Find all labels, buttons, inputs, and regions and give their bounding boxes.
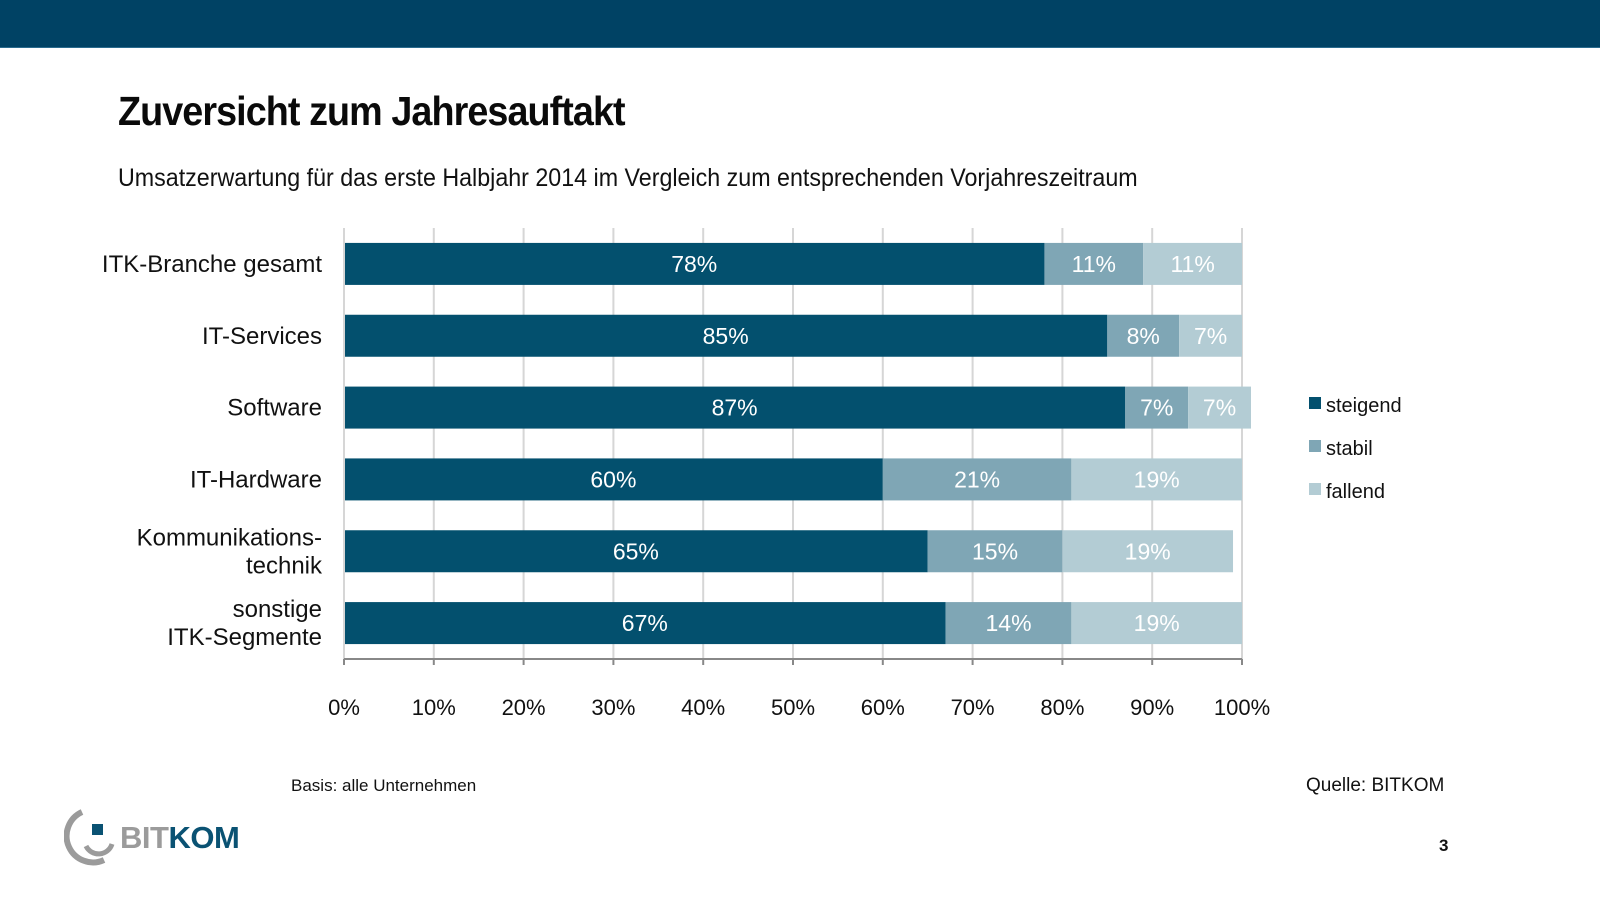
x-tick-label: 60% (861, 695, 905, 720)
bar-segment-stabil (927, 530, 1063, 573)
x-tick-label: 100% (1214, 695, 1270, 720)
data-label: 19% (1134, 466, 1180, 492)
legend-swatch-fallend (1309, 483, 1321, 495)
data-label: 60% (590, 466, 636, 492)
category-label: ITK-Segmente (167, 624, 322, 651)
bar-segment-stabil (882, 458, 1072, 501)
legend-swatch-stabil (1309, 440, 1321, 452)
legend-label-fallend: fallend (1326, 481, 1385, 503)
bar-segment-steigend (344, 530, 928, 573)
bar-segment-stabil (1044, 242, 1144, 285)
bar-segment-stabil (1107, 314, 1180, 357)
x-tick-label: 20% (502, 695, 546, 720)
category-label: Software (227, 395, 322, 422)
bar-segment-fallend (1062, 530, 1234, 573)
bar-segment-fallend (1071, 458, 1242, 501)
category-label: ITK-Branche gesamt (102, 251, 322, 278)
logo-text-bit: BIT (120, 820, 169, 855)
bitkom-logo: BITKOM (64, 806, 254, 866)
data-label: 7% (1203, 395, 1236, 421)
basis-note: Basis: alle Unternehmen (291, 776, 477, 795)
category-label: IT-Hardware (190, 466, 322, 493)
category-label: IT-Services (202, 323, 322, 350)
gridlines (343, 228, 1243, 659)
bar-segment-fallend (1188, 386, 1251, 429)
x-axis: 0% 10% 20% 30% 40% 50% 60% 70% 80% 90% 100% (328, 228, 1270, 720)
legend-label-steigend: steigend (1326, 395, 1402, 417)
category-label: technik (246, 552, 323, 579)
data-label: 11% (1072, 251, 1116, 277)
data-label: 78% (671, 251, 717, 277)
page-title: Zuversicht zum Jahresauftakt (118, 88, 626, 134)
data-label: 7% (1140, 395, 1173, 421)
data-label: 15% (972, 538, 1018, 564)
bitkom-logo-icon (64, 809, 115, 866)
data-label: 67% (622, 610, 668, 636)
bar-segment-steigend (344, 386, 1126, 429)
category-label: Kommunikations- (137, 524, 322, 551)
data-label: 11% (1170, 251, 1214, 277)
bars: 78% 11% 11% 85% 8% 7% 87% 7% 7% 60% 21% 19% 65% 15% 19… (344, 242, 1251, 645)
bar-segment-fallend (1179, 314, 1242, 357)
data-label: 85% (703, 323, 749, 349)
bar-segment-fallend (1143, 242, 1242, 285)
source-note: Quelle: BITKOM (1306, 775, 1445, 796)
data-label: 19% (1134, 610, 1180, 636)
x-tick-label: 50% (771, 695, 815, 720)
x-tick-label: 90% (1130, 695, 1174, 720)
chart-subtitle: Umsatzerwartung für das erste Halbjahr 2… (118, 164, 1138, 192)
bar-segment-fallend (1071, 602, 1242, 645)
data-label: 7% (1194, 323, 1227, 349)
x-tick-label: 30% (591, 695, 635, 720)
bar-segment-steigend (344, 458, 883, 501)
bar-segment-stabil (945, 602, 1072, 645)
legend: steigend stabil fallend (1309, 395, 1402, 503)
logo-text-kom: KOM (168, 820, 240, 855)
bar-segment-stabil (1125, 386, 1189, 429)
x-tick-label: 10% (412, 695, 456, 720)
legend-label-stabil: stabil (1326, 438, 1373, 460)
x-tick-label: 0% (328, 695, 360, 720)
category-label: sonstige (233, 596, 322, 623)
data-label: 65% (613, 538, 659, 564)
page-number: 3 (1439, 836, 1449, 855)
x-tick-label: 70% (951, 695, 995, 720)
x-tick-label: 80% (1040, 695, 1084, 720)
bar-segment-steigend (344, 602, 946, 645)
x-tick-label: 40% (681, 695, 725, 720)
bar-segment-steigend (344, 314, 1108, 357)
header-bar (0, 0, 1600, 48)
bar-segment-steigend (344, 242, 1045, 285)
data-label: 87% (712, 395, 758, 421)
data-label: 14% (985, 610, 1031, 636)
data-label: 19% (1125, 538, 1171, 564)
data-label: 8% (1127, 323, 1160, 349)
legend-swatch-steigend (1309, 397, 1321, 409)
category-labels: ITK-Branche gesamt IT-Services Software IT-… (102, 251, 323, 651)
bitkom-logo-text: BITKOM (120, 820, 240, 856)
data-label: 21% (954, 466, 1000, 492)
